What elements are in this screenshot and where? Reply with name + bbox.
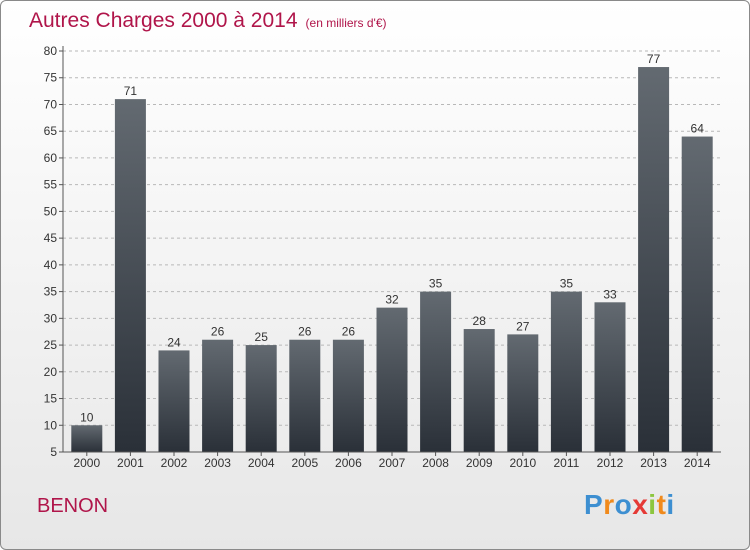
y-tick-label: 40 [44, 258, 58, 272]
bar-value-label: 27 [516, 319, 530, 333]
x-tick-label: 2002 [161, 456, 188, 470]
y-tick-label: 65 [44, 124, 58, 138]
y-tick-label: 25 [44, 338, 58, 352]
x-tick-label: 2005 [291, 456, 318, 470]
bar-2003 [202, 339, 234, 452]
bar-2014 [681, 136, 713, 452]
y-tick-label: 55 [44, 178, 58, 192]
bar-2001 [114, 99, 146, 453]
bar-value-label: 10 [80, 410, 94, 424]
bar-value-label: 35 [429, 277, 443, 291]
bar-value-label: 71 [124, 84, 138, 98]
bar-2004 [245, 345, 277, 452]
x-tick-label: 2010 [509, 456, 536, 470]
y-tick-label: 60 [44, 151, 58, 165]
bar-2006 [332, 339, 364, 452]
y-tick-label: 80 [44, 44, 58, 58]
bar-value-label: 26 [298, 325, 312, 339]
y-tick-label: 35 [44, 285, 58, 299]
y-tick-label: 75 [44, 71, 58, 85]
proxiti-logo: Proxiti [584, 489, 675, 520]
bar-value-label: 26 [342, 325, 356, 339]
bar-2000 [71, 425, 103, 452]
y-tick-label: 70 [44, 97, 58, 111]
bar-2011 [550, 291, 582, 452]
y-tick-label: 10 [44, 418, 58, 432]
bar-value-label: 35 [560, 277, 574, 291]
x-tick-label: 2001 [117, 456, 144, 470]
x-tick-label: 2007 [379, 456, 406, 470]
y-tick-label: 15 [44, 392, 58, 406]
bar-2009 [463, 329, 495, 452]
y-tick-label: 45 [44, 231, 58, 245]
x-tick-label: 2008 [422, 456, 449, 470]
x-tick-label: 2014 [684, 456, 711, 470]
bar-value-label: 33 [603, 287, 617, 301]
bar-value-label: 64 [691, 122, 705, 136]
y-tick-label: 20 [44, 365, 58, 379]
bar-value-label: 24 [167, 335, 181, 349]
y-tick-label: 50 [44, 204, 58, 218]
y-tick-label: 5 [50, 445, 57, 459]
x-tick-label: 2003 [204, 456, 231, 470]
bar-2002 [158, 350, 190, 452]
x-tick-label: 2009 [466, 456, 493, 470]
bar-2013 [638, 67, 670, 452]
bar-2007 [376, 307, 408, 452]
commune-name: BENON [37, 495, 109, 517]
bar-2008 [420, 291, 452, 452]
bar-2005 [289, 339, 321, 452]
x-tick-label: 2011 [553, 456, 579, 470]
title-text: Autres Charges 2000 à 2014 [29, 9, 298, 32]
bar-value-label: 28 [473, 314, 487, 328]
x-tick-label: 2006 [335, 456, 362, 470]
x-tick-label: 2000 [73, 456, 100, 470]
bar-value-label: 32 [385, 293, 399, 307]
x-tick-label: 2004 [248, 456, 275, 470]
bar-2010 [507, 334, 539, 452]
bar-value-label: 26 [211, 325, 225, 339]
unit-label: (en milliers d'€) [305, 16, 387, 30]
chart-title: Autres Charges 2000 à 2014 (en milliers d… [29, 9, 387, 33]
x-tick-label: 2013 [640, 456, 667, 470]
x-tick-label: 2012 [597, 456, 624, 470]
bar-2012 [594, 302, 626, 452]
bar-value-label: 77 [647, 52, 661, 66]
y-tick-label: 30 [44, 311, 58, 325]
bar-value-label: 25 [255, 330, 269, 344]
